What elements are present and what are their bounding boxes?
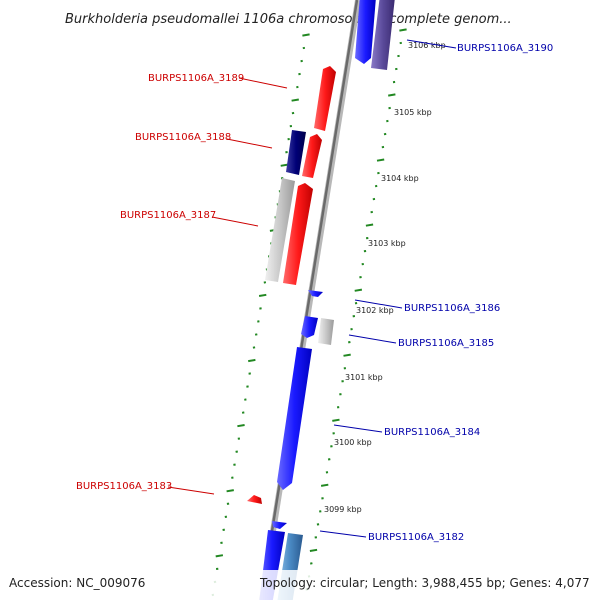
- leader-lines: [167, 39, 457, 538]
- tick-mark: [237, 424, 245, 428]
- gene-3187-gray[interactable]: [265, 178, 295, 282]
- outer-tick-ring: [305, 28, 407, 591]
- gene-labels-left: BURPS1106A_3189 BURPS1106A_3188 BURPS110…: [76, 73, 244, 492]
- scale-label-3105: 3105 kbp: [394, 108, 432, 117]
- tick-mark: [248, 358, 256, 363]
- tick-mark: [388, 93, 396, 97]
- gene-label-3185[interactable]: BURPS1106A_3185: [398, 338, 494, 349]
- scale-label-3106: 3106 kbp: [408, 41, 446, 50]
- gene-label-3182[interactable]: BURPS1106A_3182: [368, 532, 464, 543]
- scale-label-3103: 3103 kbp: [368, 239, 406, 248]
- scale-label-3101: 3101 kbp: [345, 373, 383, 382]
- scale-label-3102: 3102 kbp: [356, 306, 394, 315]
- gene-3187-red[interactable]: [283, 183, 313, 285]
- accession-text: Accession: NC_009076: [9, 576, 145, 590]
- forward-gene-track: [247, 66, 336, 504]
- gene-labels-right: BURPS1106A_3190 BURPS1106A_3186 BURPS110…: [368, 43, 553, 543]
- tick-mark: [365, 223, 374, 227]
- gene-3183[interactable]: [247, 495, 262, 504]
- tick-mark: [354, 288, 363, 292]
- tick-mark: [258, 293, 267, 297]
- gene-3182-small[interactable]: [272, 521, 287, 529]
- inner-tick-ring: [211, 33, 310, 597]
- backbone: [259, 0, 361, 600]
- gene-3190-blue[interactable]: [355, 0, 376, 64]
- map-title: Burkholderia pseudomallei 1106a chromoso…: [65, 12, 512, 27]
- tick-mark: [309, 548, 318, 552]
- gene-label-3186[interactable]: BURPS1106A_3186: [404, 303, 500, 314]
- scale-label-3099: 3099 kbp: [324, 505, 362, 514]
- gene-3184[interactable]: [277, 347, 312, 490]
- gene-3185-gray[interactable]: [318, 318, 334, 345]
- gene-3185-blue[interactable]: [301, 316, 318, 338]
- gene-label-3184[interactable]: BURPS1106A_3184: [384, 427, 480, 438]
- gene-3188-navy[interactable]: [286, 130, 306, 175]
- gene-label-3183[interactable]: BURPS1106A_3183: [76, 481, 172, 492]
- gene-label-3190[interactable]: BURPS1106A_3190: [457, 43, 553, 54]
- topology-text: Topology: circular; Length: 3,988,455 bp…: [259, 576, 590, 590]
- tick-mark: [343, 353, 351, 357]
- footer-backdrop: [0, 570, 600, 600]
- gene-label-3189[interactable]: BURPS1106A_3189: [148, 73, 244, 84]
- gene-label-3187[interactable]: BURPS1106A_3187: [120, 210, 216, 221]
- tick-mark: [215, 554, 224, 558]
- reverse-gene-track: [259, 0, 395, 600]
- scale-label-3104: 3104 kbp: [381, 174, 419, 183]
- gene-3189[interactable]: [314, 66, 336, 131]
- tick-mark: [332, 418, 340, 422]
- gene-3188-red[interactable]: [302, 134, 322, 178]
- tick-mark: [291, 98, 299, 102]
- tick-mark: [376, 158, 385, 162]
- tick-mark: [280, 163, 289, 167]
- tick-mark: [226, 489, 234, 493]
- tick-mark: [399, 28, 407, 32]
- scale-label-3100: 3100 kbp: [334, 438, 372, 447]
- tick-mark: [302, 33, 310, 37]
- scale-labels: 3106 kbp 3105 kbp 3104 kbp 3103 kbp 3102…: [324, 41, 446, 514]
- gene-label-3188[interactable]: BURPS1106A_3188: [135, 132, 231, 143]
- gene-3186[interactable]: [308, 290, 323, 297]
- gene-3190-slate[interactable]: [371, 0, 395, 70]
- tick-mark: [320, 483, 329, 487]
